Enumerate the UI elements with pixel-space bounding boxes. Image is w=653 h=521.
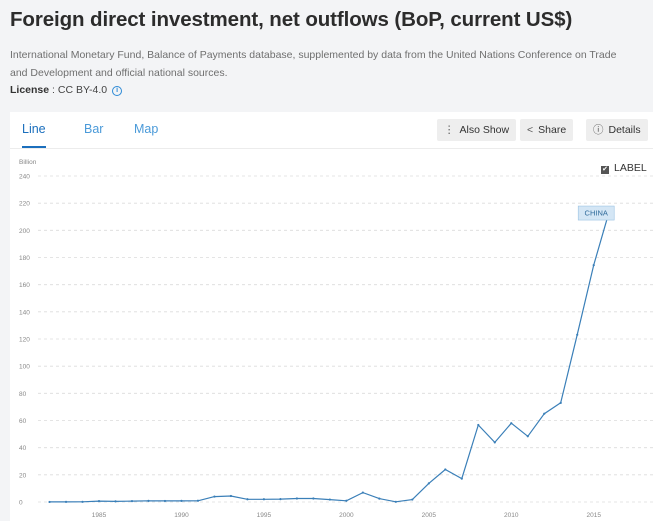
- data-point: [180, 499, 183, 502]
- y-tick-label: 140: [19, 309, 30, 316]
- y-tick-label: 160: [19, 282, 30, 289]
- data-point: [361, 491, 364, 494]
- info-circle-icon: ⓘ: [593, 124, 604, 136]
- tab-map[interactable]: Map: [134, 122, 159, 136]
- series-label-box: [577, 205, 615, 221]
- series-line-china: [49, 207, 611, 503]
- data-point: [163, 499, 167, 503]
- license: License : CC BY-4.0 i: [10, 84, 123, 96]
- page-title: Foreign direct investment, net outflows …: [10, 8, 573, 31]
- y-tick-label: 80: [19, 391, 27, 398]
- view-tabs: Line Bar Map ⋮ Also Show < Share ⓘ Details: [10, 112, 653, 149]
- y-tick-label: 120: [19, 337, 30, 344]
- x-tick-label: 2010: [504, 512, 519, 519]
- x-tick-label: 1990: [174, 512, 189, 519]
- data-point: [559, 401, 562, 404]
- license-value: : CC BY-4.0: [49, 84, 108, 96]
- series-label-text: CHINA: [585, 209, 608, 218]
- gridlines: [38, 175, 653, 503]
- data-point: [526, 435, 529, 438]
- data-point: [262, 498, 266, 501]
- label-toggle-text: LABEL: [614, 162, 647, 174]
- details-button[interactable]: ⓘ Details: [586, 119, 648, 141]
- share-button[interactable]: < Share: [520, 119, 574, 141]
- y-tick-label: 240: [19, 174, 30, 181]
- data-point: [279, 498, 282, 501]
- checkbox-checked-icon[interactable]: ✔: [601, 166, 609, 174]
- data-point: [328, 498, 331, 501]
- y-tick-label: 0: [19, 500, 23, 507]
- share-icon: <: [527, 124, 534, 136]
- share-label: Share: [538, 124, 567, 136]
- source-line-2: and Development and official national so…: [10, 67, 228, 79]
- y-tick-label: 60: [19, 418, 27, 425]
- data-point: [81, 500, 84, 503]
- tab-line[interactable]: Line: [22, 112, 46, 148]
- vertical-dots-icon: ⋮: [444, 124, 455, 136]
- data-point: [510, 422, 513, 425]
- series-points: [48, 206, 612, 504]
- x-tick-label: 2015: [586, 512, 601, 519]
- data-point: [229, 494, 233, 498]
- y-tick-label: 100: [19, 364, 30, 371]
- y-tick-label: 200: [19, 228, 30, 235]
- x-tick-label: 1985: [92, 512, 107, 519]
- x-tick-label: 2005: [422, 512, 437, 519]
- data-point: [444, 468, 447, 471]
- data-point: [576, 333, 579, 336]
- data-point: [345, 499, 348, 502]
- source-line-1: International Monetary Fund, Balance of …: [10, 49, 617, 61]
- y-tick-label: 20: [19, 472, 27, 479]
- data-point: [196, 499, 200, 502]
- y-axis: 0 20 40 60 80 100 120 140 160 180 200 220 240: [19, 174, 30, 507]
- series-label: CHINA: [577, 205, 615, 221]
- y-tick-label: 220: [19, 201, 30, 208]
- data-point: [147, 499, 150, 502]
- y-tick-label: 40: [19, 445, 27, 452]
- label-toggle[interactable]: ✔ LABEL: [601, 162, 647, 174]
- source-note: International Monetary Fund, Balance of …: [10, 46, 653, 82]
- data-point: [312, 497, 315, 500]
- chart-panel: Line Bar Map ⋮ Also Show < Share ⓘ Details …: [10, 112, 653, 521]
- y-tick-label: 180: [19, 255, 30, 262]
- data-point: [394, 500, 397, 503]
- x-tick-label: 2000: [339, 512, 354, 519]
- data-point: [130, 500, 134, 503]
- data-point: [213, 495, 216, 498]
- x-axis: 1985 1990 1995 2000 2005 2010 2015: [92, 512, 602, 519]
- x-tick-label: 1995: [257, 512, 272, 519]
- data-point: [592, 264, 595, 267]
- also-show-button[interactable]: ⋮ Also Show: [437, 119, 517, 141]
- details-label: Details: [608, 124, 641, 136]
- tab-bar[interactable]: Bar: [84, 122, 104, 136]
- data-point: [48, 500, 51, 504]
- y-unit-label: Billion: [19, 159, 37, 166]
- data-point: [477, 423, 480, 427]
- data-point: [427, 482, 430, 485]
- data-point: [543, 412, 546, 415]
- data-point: [493, 441, 496, 444]
- license-label: License: [10, 84, 50, 96]
- data-point: [460, 477, 463, 480]
- data-point: [246, 498, 249, 501]
- data-point: [97, 500, 101, 503]
- data-point: [411, 498, 414, 501]
- info-icon[interactable]: i: [112, 86, 123, 96]
- also-show-label: Also Show: [459, 124, 510, 136]
- data-point: [64, 500, 68, 503]
- data-point: [295, 497, 298, 500]
- data-point: [114, 500, 117, 503]
- data-point: [378, 497, 381, 500]
